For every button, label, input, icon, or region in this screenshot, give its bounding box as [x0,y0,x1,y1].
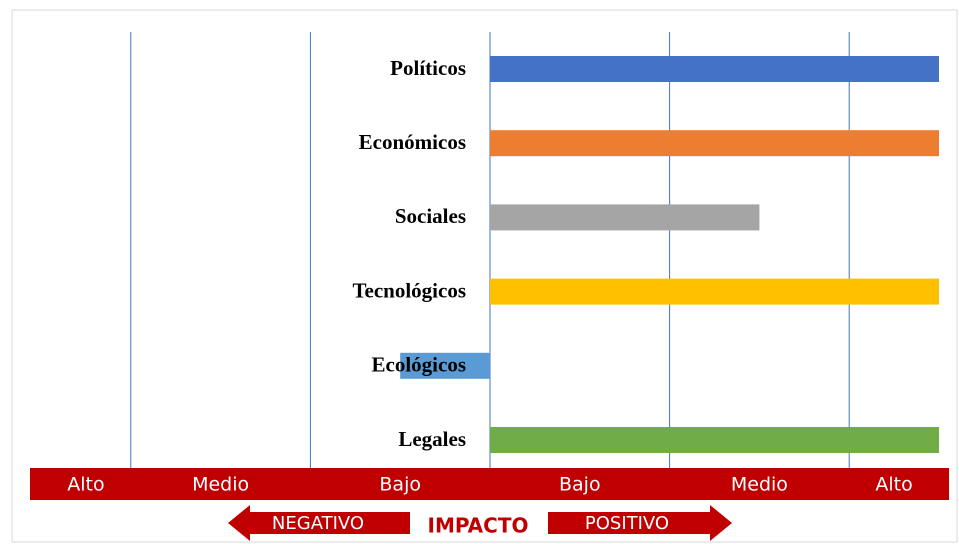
category-label: Económicos [359,130,466,154]
bar [490,204,760,231]
band-label: Bajo [379,474,421,496]
bar [490,278,939,305]
category-label: Legales [398,427,466,451]
category-label: Políticos [390,56,466,80]
bar [490,427,939,453]
band-label: Medio [192,474,249,496]
positive-label: POSITIVO [585,513,669,534]
category-label: Sociales [395,204,466,228]
bar [490,56,939,82]
band-label: Medio [731,474,788,496]
category-label: Ecológicos [372,353,467,377]
positive-arrow [548,505,732,541]
bar [490,130,939,157]
axis-title: IMPACTO [428,514,529,538]
negative-label: NEGATIVO [272,513,364,534]
band-label: Bajo [559,474,601,496]
band-label: Alto [67,474,104,496]
negative-arrow [228,505,410,541]
axis-band [30,468,949,500]
bar [400,352,490,379]
band-label: Alto [875,474,912,496]
category-label: Tecnológicos [352,278,466,302]
chart-border [11,9,958,543]
